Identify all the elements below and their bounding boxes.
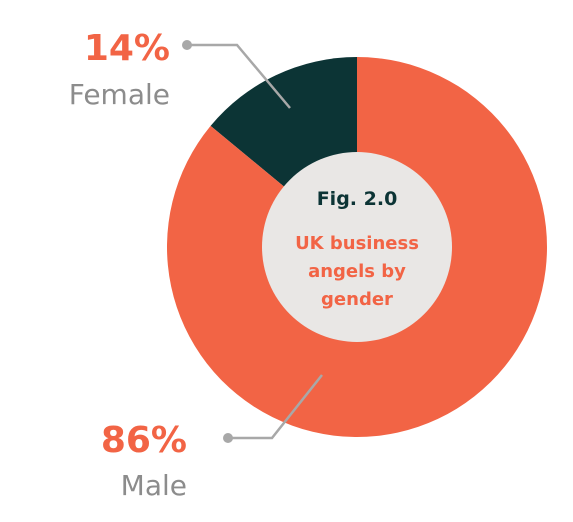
leader-line — [228, 374, 323, 440]
category-label: Female — [69, 78, 170, 111]
value-label: 86% — [101, 420, 187, 461]
leader-line — [187, 43, 291, 109]
leader-dot — [223, 433, 233, 443]
donut-center — [262, 152, 452, 342]
chart-subtitle: UK business angels by gender — [295, 233, 419, 310]
value-label: 14% — [84, 28, 170, 69]
category-label: Male — [121, 469, 187, 502]
chart-title: Fig. 2.0 — [316, 188, 398, 210]
leader-dot — [182, 40, 192, 50]
